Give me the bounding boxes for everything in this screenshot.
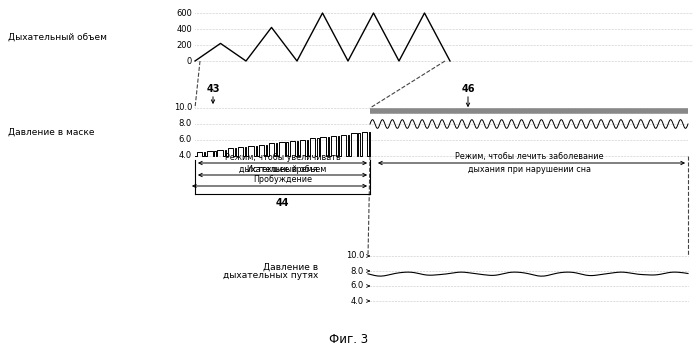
Text: Истекшее время: Истекшее время <box>247 164 318 173</box>
Text: Режим, чтобы лечить заболевание: Режим, чтобы лечить заболевание <box>455 152 603 162</box>
Text: 400: 400 <box>177 25 192 33</box>
Text: 6.0: 6.0 <box>179 136 192 145</box>
Text: 4.0: 4.0 <box>351 297 364 305</box>
Text: 46: 46 <box>461 84 475 94</box>
Text: Фиг. 3: Фиг. 3 <box>329 333 369 346</box>
Text: дыхания при нарушении сна: дыхания при нарушении сна <box>468 164 591 173</box>
Text: 6.0: 6.0 <box>351 282 364 290</box>
Text: дыхательный объем: дыхательный объем <box>239 164 326 173</box>
Text: дыхательных путях: дыхательных путях <box>223 271 318 279</box>
Text: 43: 43 <box>206 84 220 94</box>
Text: 0: 0 <box>187 57 192 66</box>
Text: Давление в маске: Давление в маске <box>8 127 94 136</box>
Text: 8.0: 8.0 <box>351 267 364 276</box>
Text: 200: 200 <box>177 41 192 49</box>
Text: Давление в: Давление в <box>263 262 318 272</box>
Text: 44: 44 <box>276 198 289 208</box>
Text: 4.0: 4.0 <box>179 152 192 161</box>
Text: 10.0: 10.0 <box>174 104 192 112</box>
Text: Дыхательный объем: Дыхательный объем <box>8 32 107 42</box>
Text: Режим, чтобы увеличивать: Режим, чтобы увеличивать <box>225 152 341 162</box>
Text: 10.0: 10.0 <box>346 251 364 261</box>
Text: 600: 600 <box>176 9 192 17</box>
Text: 8.0: 8.0 <box>179 120 192 129</box>
Text: Пробуждение: Пробуждение <box>253 176 312 184</box>
